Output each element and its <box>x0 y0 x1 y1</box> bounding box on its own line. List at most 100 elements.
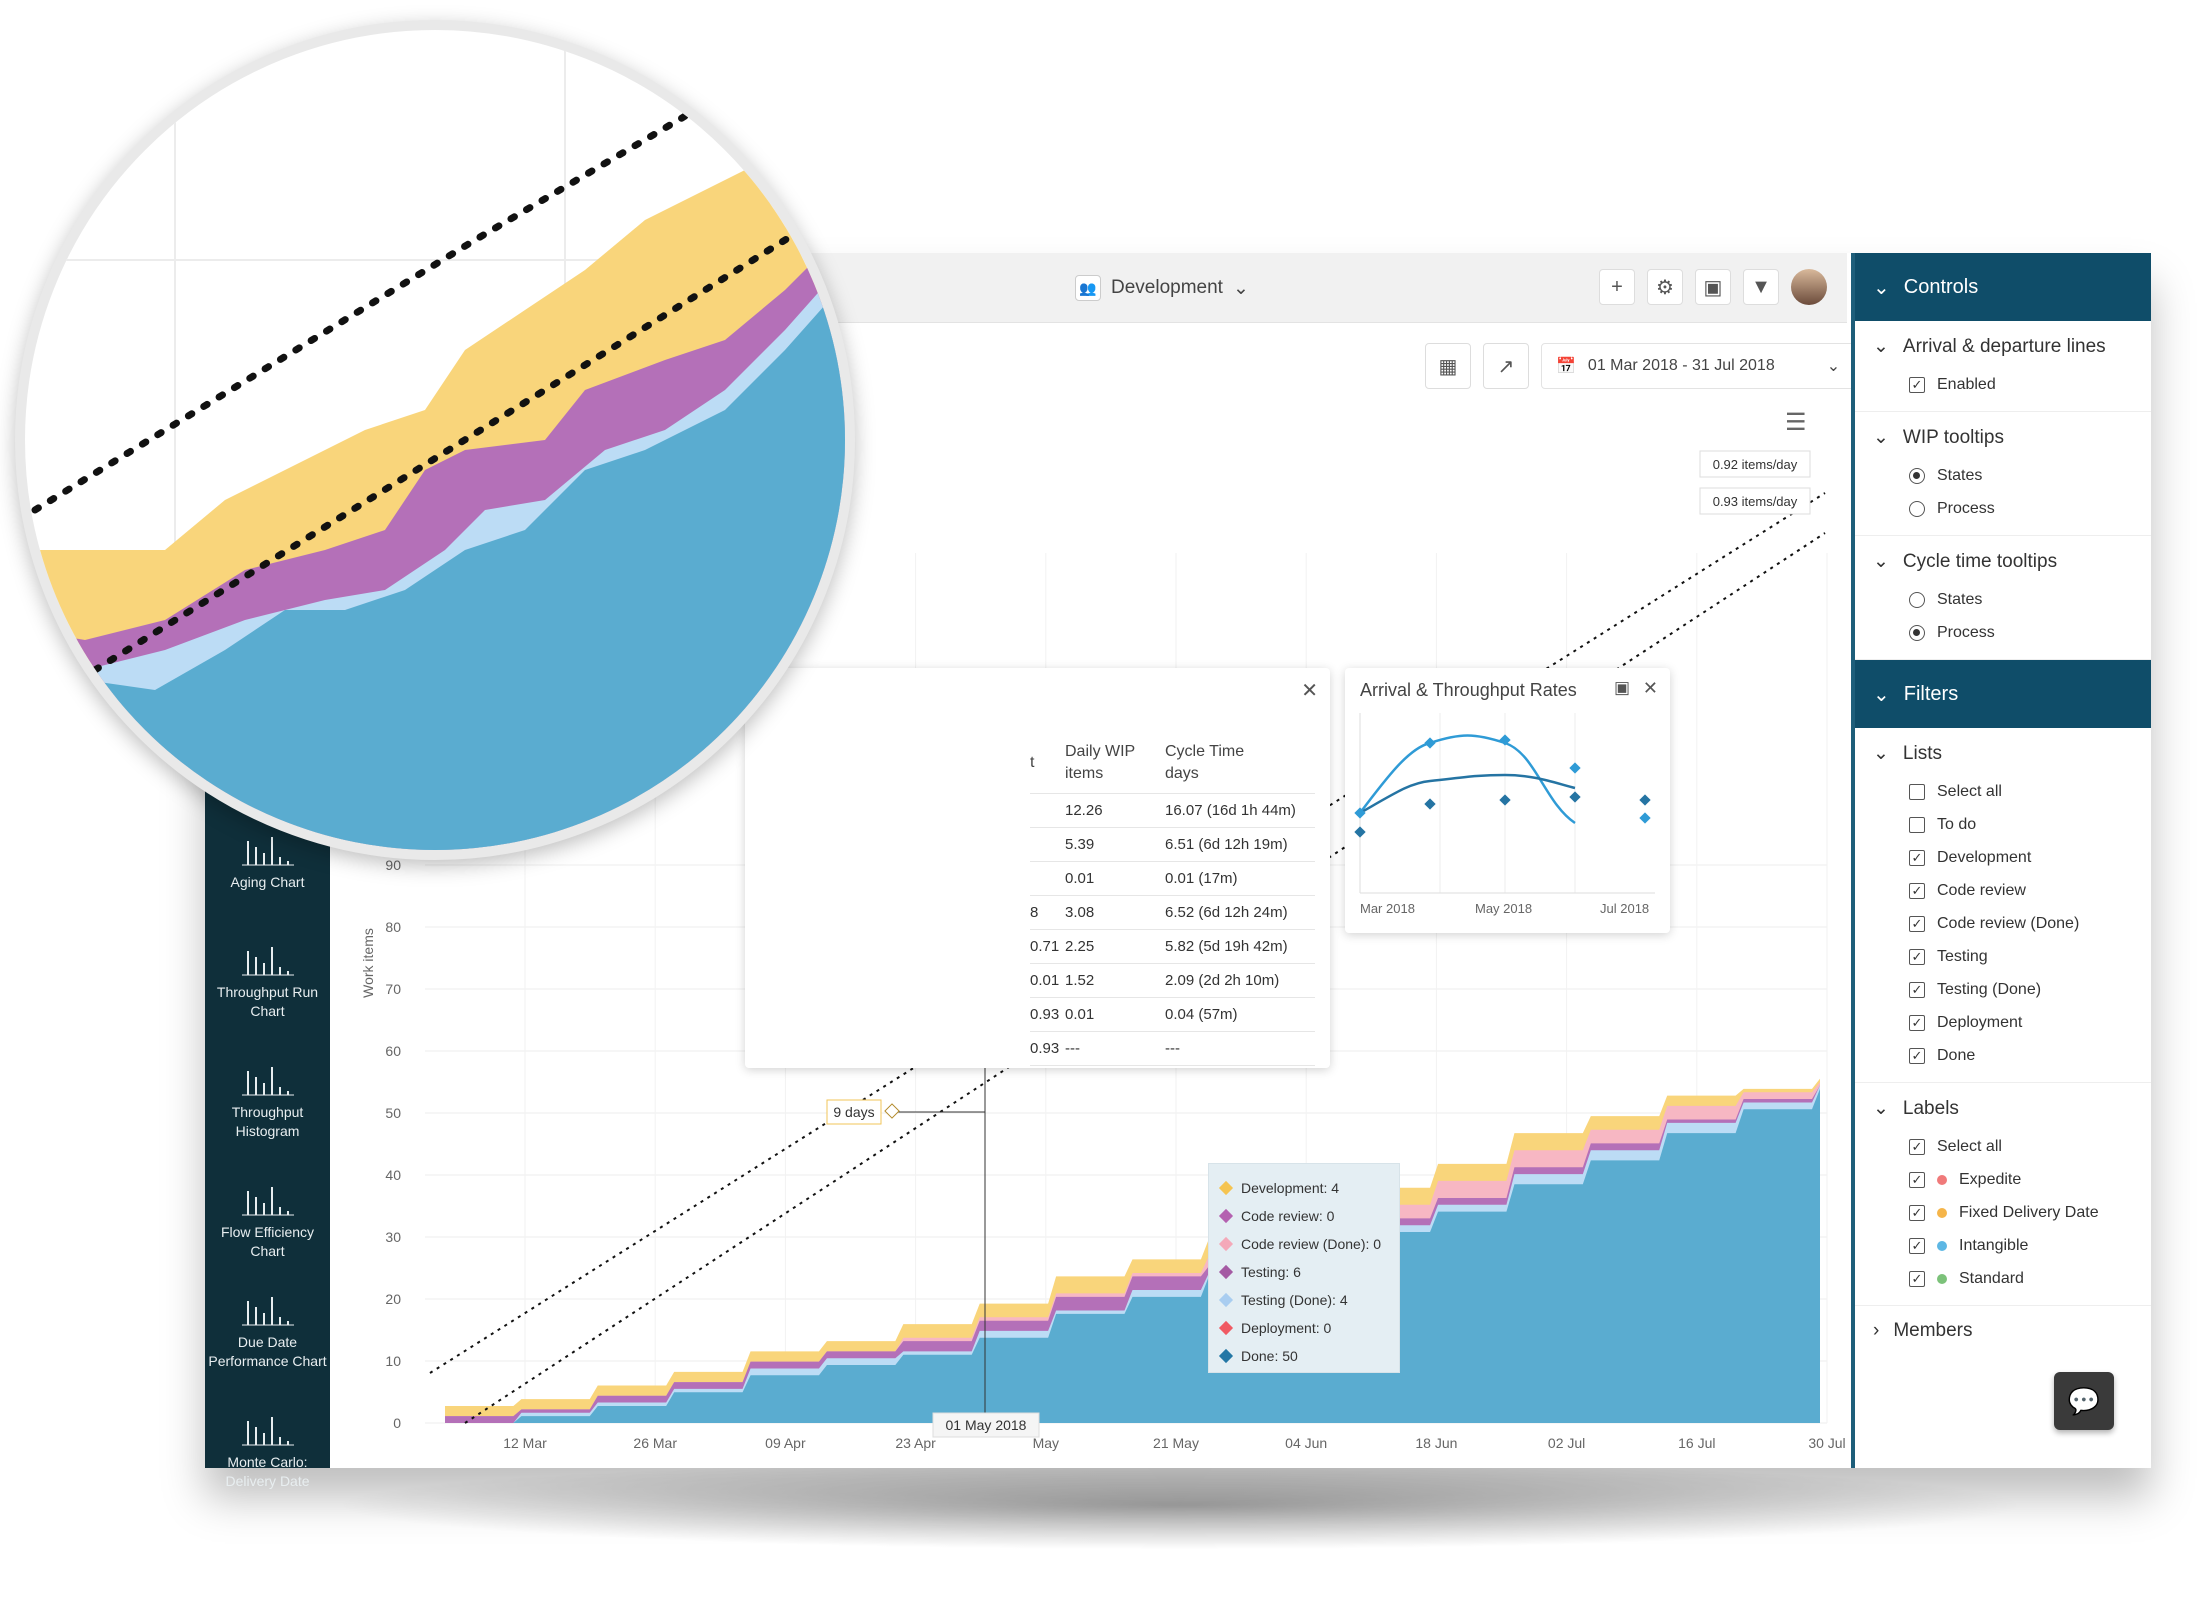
table-cell: 0.01 <box>1065 998 1165 1032</box>
table-cell: 6.51 (6d 12h 19m) <box>1165 828 1315 862</box>
nav-item[interactable]: Throughput Histogram <box>205 1063 330 1141</box>
close-icon[interactable]: ✕ <box>1301 678 1318 703</box>
cycle-states-radio[interactable]: States <box>1873 583 2133 616</box>
throughput-run-chart-icon <box>238 943 298 977</box>
checkbox[interactable]: ✓ <box>1909 1238 1925 1254</box>
checkbox[interactable]: ✓ <box>1909 377 1925 393</box>
chevron-down-icon: ⌄ <box>1873 550 1889 573</box>
members-toggle[interactable]: › Members <box>1873 1320 2133 1342</box>
stage-shadow <box>330 1460 2030 1550</box>
label-filter-row[interactable]: ✓ Expedite <box>1873 1163 2133 1196</box>
label-filter-label: Fixed Delivery Date <box>1959 1204 2099 1222</box>
x-tick-label: 09 Apr <box>765 1435 806 1451</box>
table-row: 0.01 1.52 2.09 (2d 2h 10m) <box>1030 964 1315 998</box>
table-cell: 6.52 (6d 12h 24m) <box>1165 896 1315 930</box>
table-cell <box>1030 794 1065 828</box>
table-row: 0.93 --- --- <box>1030 1032 1315 1066</box>
diamond-icon <box>1219 1181 1233 1195</box>
labels-section: ⌄ Labels ✓ Select all ✓ Expedite ✓ Fixed Deliv… <box>1855 1083 2151 1306</box>
nav-item[interactable]: Flow Efficiency Chart <box>205 1183 330 1261</box>
list-filter-label: Deployment <box>1937 1014 2022 1032</box>
filters-header[interactable]: ⌄ Filters <box>1855 660 2151 728</box>
arrival-point <box>1639 812 1650 823</box>
table-cell: 0.93 <box>1030 1032 1065 1066</box>
checkbox[interactable] <box>1909 784 1925 800</box>
arrival-throughput-popup: Arrival & Throughput Rates ▣ ✕ <box>1345 668 1670 933</box>
checkbox[interactable]: ✓ <box>1909 1172 1925 1188</box>
checkbox[interactable]: ✓ <box>1909 850 1925 866</box>
x-tick-label: 26 Mar <box>633 1435 677 1451</box>
tooltip-row: Done: 50 <box>1221 1342 1387 1370</box>
table-row: 0.93 0.01 0.04 (57m) <box>1030 998 1315 1032</box>
list-filter-label: Done <box>1937 1047 1975 1065</box>
tooltip-label: Code review: 0 <box>1241 1208 1334 1224</box>
tooltip-row: Code review: 0 <box>1221 1202 1387 1230</box>
label-filter-label: Intangible <box>1959 1237 2028 1255</box>
checkbox[interactable]: ✓ <box>1909 883 1925 899</box>
list-filter-label: Code review <box>1937 882 2026 900</box>
cycle-tooltips-title: Cycle time tooltips <box>1903 551 2057 573</box>
y-tick-label: 80 <box>385 919 401 935</box>
tooltip-row: Deployment: 0 <box>1221 1314 1387 1342</box>
chat-icon[interactable]: 💬 <box>2054 1372 2114 1430</box>
wip-states-radio[interactable]: States <box>1873 459 2133 492</box>
list-filter-row[interactable]: ✓ Testing <box>1873 940 2133 973</box>
list-filter-label: To do <box>1937 816 1976 834</box>
checkbox[interactable]: ✓ <box>1909 1205 1925 1221</box>
list-filter-row[interactable]: ✓ Code review <box>1873 874 2133 907</box>
radio[interactable] <box>1909 625 1925 641</box>
checkbox[interactable] <box>1909 817 1925 833</box>
label-filter-row[interactable]: ✓ Select all <box>1873 1130 2133 1163</box>
nav-item[interactable]: Throughput Run Chart <box>205 943 330 1021</box>
radio[interactable] <box>1909 592 1925 608</box>
wip-process-radio[interactable]: Process <box>1873 492 2133 525</box>
label-filter-row[interactable]: ✓ Fixed Delivery Date <box>1873 1196 2133 1229</box>
table-cell <box>1030 828 1065 862</box>
list-filter-row[interactable]: ✓ Testing (Done) <box>1873 973 2133 1006</box>
nav-item-label: Throughput Run Chart <box>205 983 330 1021</box>
list-filter-row[interactable]: Select all <box>1873 775 2133 808</box>
checkbox[interactable]: ✓ <box>1909 1139 1925 1155</box>
checkbox[interactable]: ✓ <box>1909 1048 1925 1064</box>
y-tick-label: 70 <box>385 981 401 997</box>
throughput-point <box>1354 826 1365 837</box>
cycle-process-radio[interactable]: Process <box>1873 616 2133 649</box>
throughput-histogram-icon <box>238 1063 298 1097</box>
wip-tooltips-toggle[interactable]: ⌄ WIP tooltips <box>1873 426 2133 449</box>
list-filter-label: Development <box>1937 849 2031 867</box>
list-filter-row[interactable]: ✓ Deployment <box>1873 1006 2133 1039</box>
nav-item[interactable]: Due Date Performance Chart <box>205 1293 330 1371</box>
statistics-popup: ✕ t Daily WIP items Cycle Time days 12.26 1… <box>745 668 1330 1068</box>
checkbox[interactable]: ✓ <box>1909 1271 1925 1287</box>
arrival-lines-toggle[interactable]: ⌄ Arrival & departure lines <box>1873 335 2133 358</box>
arrival-lines-section: ⌄ Arrival & departure lines ✓ Enabled <box>1855 321 2151 412</box>
checkbox[interactable]: ✓ <box>1909 916 1925 932</box>
cycle-tooltips-toggle[interactable]: ⌄ Cycle time tooltips <box>1873 550 2133 573</box>
lists-toggle[interactable]: ⌄ Lists <box>1873 742 2133 765</box>
nav-item[interactable]: Monte Carlo: Delivery Date <box>205 1413 330 1491</box>
enabled-label: Enabled <box>1937 376 1996 394</box>
nav-item[interactable]: Aging Chart <box>205 833 330 892</box>
x-tick-label: 21 May <box>1153 1435 1199 1451</box>
table-cell: 1.52 <box>1065 964 1165 998</box>
list-filter-row[interactable]: ✓ Code review (Done) <box>1873 907 2133 940</box>
arrival-x-label: Jul 2018 <box>1600 901 1649 916</box>
checkbox[interactable]: ✓ <box>1909 1015 1925 1031</box>
label-filter-row[interactable]: ✓ Intangible <box>1873 1229 2133 1262</box>
table-cell <box>1030 862 1065 896</box>
label-color-dot <box>1937 1241 1947 1251</box>
list-filter-row[interactable]: ✓ Development <box>1873 841 2133 874</box>
enabled-checkbox-row[interactable]: ✓ Enabled <box>1873 368 2133 401</box>
checkbox[interactable]: ✓ <box>1909 949 1925 965</box>
x-tick-label: 18 Jun <box>1415 1435 1457 1451</box>
list-filter-row[interactable]: To do <box>1873 808 2133 841</box>
list-filter-row[interactable]: ✓ Done <box>1873 1039 2133 1072</box>
controls-header[interactable]: ⌄ Controls <box>1855 253 2151 321</box>
labels-toggle[interactable]: ⌄ Labels <box>1873 1097 2133 1120</box>
table-cell: --- <box>1165 1032 1315 1066</box>
radio[interactable] <box>1909 501 1925 517</box>
checkbox[interactable]: ✓ <box>1909 982 1925 998</box>
radio[interactable] <box>1909 468 1925 484</box>
label-filter-row[interactable]: ✓ Standard <box>1873 1262 2133 1295</box>
table-cell: 2.25 <box>1065 930 1165 964</box>
